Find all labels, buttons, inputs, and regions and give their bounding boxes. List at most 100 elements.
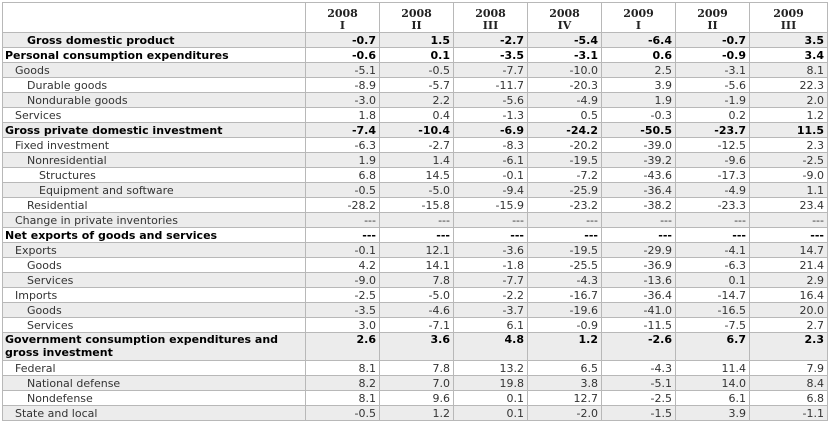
table-row: Nondefense 8.1 9.6 0.1 12.7 -2.5 6.1 6.8 [2,390,828,406]
value-cell: -3.5 [453,47,528,63]
value-cell: -0.9 [675,47,750,63]
value-cell: -0.9 [527,317,602,333]
value-cell: 8.1 [305,360,380,376]
value-cell: 22.3 [749,77,828,93]
value-cell: 3.0 [305,317,380,333]
value-cell: 1.8 [305,107,380,123]
value-cell: -6.3 [305,137,380,153]
column-header: 2008 III [453,2,528,33]
value-cell: 4.2 [305,257,380,273]
table-row: Equipment and software -0.5 -5.0 -9.4 -25.9-… [2,182,828,198]
column-header-year: 2008 [401,7,432,20]
value-cell: 11.5 [749,122,828,138]
table-header: 2008 I 2008 II 2008 III 2008 IV 2009 I 2009 II 2009 I… [2,2,828,33]
row-label: Personal consumption expenditures [2,47,306,63]
value-cell: -43.6 [601,167,676,183]
row-label: Nondurable goods [2,92,306,108]
table-row: Government consumption expenditures and … [2,332,828,361]
value-cell: -13.6 [601,272,676,288]
value-cell: -0.3 [601,107,676,123]
value-cell: 1.1 [749,182,828,198]
value-cell: --- [305,212,380,228]
value-cell: -8.9 [305,77,380,93]
value-cell: 1.2 [379,405,454,421]
value-cell: -3.6 [453,242,528,258]
value-cell: -7.1 [379,317,454,333]
value-cell: 3.9 [601,77,676,93]
value-cell: -7.4 [305,122,380,138]
value-cell: -15.8 [379,197,454,213]
value-cell: 0.2 [675,107,750,123]
value-cell: --- [379,227,454,243]
value-cell: 0.1 [453,405,528,421]
value-cell: 3.4 [749,47,828,63]
value-cell: --- [305,227,380,243]
column-header: 2008 I [305,2,380,33]
value-cell: 0.6 [601,47,676,63]
value-cell: -3.1 [675,62,750,78]
table-row: Nondurable goods -3.0 2.2 -5.6 -4.9 1.9 -1.9 2.… [2,92,828,108]
value-cell: 8.1 [749,62,828,78]
value-cell: -23.7 [675,122,750,138]
value-cell: 6.1 [453,317,528,333]
value-cell: 0.5 [527,107,602,123]
value-cell: -8.3 [453,137,528,153]
value-cell: -0.1 [305,242,380,258]
table-row: Services -9.0 7.8 -7.7 -4.3 -13.6 0.1 2.9 [2,272,828,288]
value-cell: -4.3 [527,272,602,288]
value-cell: -10.0 [527,62,602,78]
table-row: Services 1.8 0.4 -1.3 0.5 -0.3 0.2 1.2 [2,107,828,123]
value-cell: 2.0 [749,92,828,108]
row-label: State and local [2,405,306,421]
value-cell: 3.9 [675,405,750,421]
value-cell: 7.9 [749,360,828,376]
value-cell: -15.9 [453,197,528,213]
value-cell: -2.6 [601,332,676,361]
value-cell: -0.5 [305,405,380,421]
value-cell: -24.2 [527,122,602,138]
value-cell: 2.3 [749,137,828,153]
value-cell: 0.1 [453,390,528,406]
value-cell: 1.2 [527,332,602,361]
value-cell: -20.2 [527,137,602,153]
value-cell: -2.5 [601,390,676,406]
value-cell: 23.4 [749,197,828,213]
value-cell: -0.6 [305,47,380,63]
value-cell: --- [749,227,828,243]
value-cell: 8.1 [305,390,380,406]
value-cell: 6.5 [527,360,602,376]
value-cell: -4.9 [527,92,602,108]
value-cell: -23.3 [675,197,750,213]
value-cell: -9.0 [749,167,828,183]
value-cell: 4.8 [453,332,528,361]
value-cell: -36.4 [601,182,676,198]
value-cell: --- [601,212,676,228]
row-label: Residential [2,197,306,213]
value-cell: -9.4 [453,182,528,198]
row-label: Fixed investment [2,137,306,153]
column-header: 2008 IV [527,2,602,33]
value-cell: -29.9 [601,242,676,258]
value-cell: -23.2 [527,197,602,213]
table-row: Residential -28.2 -15.8 -15.9 -23.2 -38.2 -23.… [2,197,828,213]
value-cell: -39.2 [601,152,676,168]
value-cell: -11.7 [453,77,528,93]
value-cell: -39.0 [601,137,676,153]
column-header-year: 2009 [623,7,654,20]
column-header-year: 2008 [549,7,580,20]
value-cell: 8.4 [749,375,828,391]
value-cell: 6.7 [675,332,750,361]
value-cell: -16.7 [527,287,602,303]
value-cell: -16.5 [675,302,750,318]
table-row: Gross domestic product -0.7 1.5 -2.7 -5.4 -6.… [2,32,828,48]
column-header: 2009 II [675,2,750,33]
value-cell: -25.9 [527,182,602,198]
column-header-quarter: III [780,19,797,32]
value-cell: -5.6 [675,77,750,93]
value-cell: -5.0 [379,287,454,303]
value-cell: -19.5 [527,242,602,258]
row-label: National defense [2,375,306,391]
value-cell: -3.0 [305,92,380,108]
table-row: Gross private domestic investment -7.4 -10… [2,122,828,138]
value-cell: 1.9 [305,152,380,168]
